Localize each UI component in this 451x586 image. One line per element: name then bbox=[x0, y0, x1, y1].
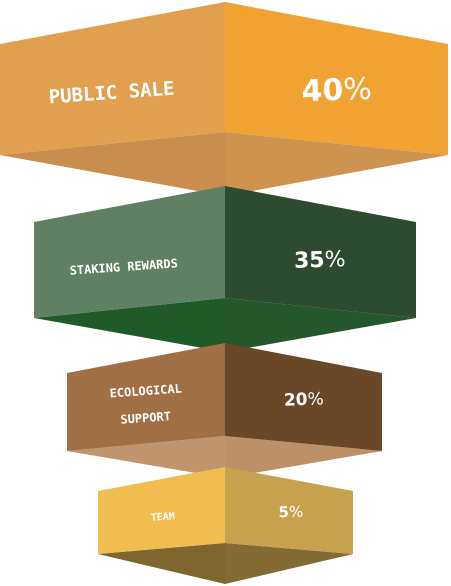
tier-label: TEAM bbox=[150, 511, 175, 524]
tier-underside-right bbox=[225, 132, 448, 196]
tier-label: SUPPORT bbox=[120, 409, 171, 426]
tier-underside-left bbox=[98, 543, 225, 584]
tier-percentage: 40% bbox=[301, 72, 372, 109]
tier-underside-right bbox=[225, 436, 382, 478]
tier-percentage-value: 20 bbox=[284, 390, 309, 411]
tier-label: ECOLOGICAL bbox=[109, 382, 182, 401]
tier-face-left bbox=[0, 2, 225, 155]
tier-percentage-value: 5 bbox=[278, 503, 289, 521]
tier-4: TEAM 5% bbox=[98, 467, 353, 584]
tier-face-left bbox=[98, 467, 225, 554]
tier-underside-left bbox=[67, 436, 225, 478]
tier-3: ECOLOGICAL SUPPORT 20% bbox=[67, 343, 382, 478]
tier-percentage-unit: % bbox=[324, 247, 346, 273]
tier-percentage: 35% bbox=[294, 247, 346, 274]
tier-face-right bbox=[225, 186, 416, 318]
tier-face-right bbox=[225, 2, 448, 155]
tier-2: STAKING REWARDS 35% bbox=[34, 186, 416, 352]
tier-percentage-unit: % bbox=[307, 389, 324, 410]
tier-face-left bbox=[67, 343, 225, 451]
tier-face-left bbox=[34, 186, 225, 318]
tier-percentage: 5% bbox=[278, 503, 303, 522]
tier-percentage-value: 40 bbox=[301, 73, 344, 109]
tier-percentage: 20% bbox=[284, 389, 325, 410]
tier-underside-right bbox=[225, 543, 353, 584]
tier-percentage-unit: % bbox=[343, 72, 373, 108]
tier-percentage-value: 35 bbox=[294, 248, 325, 274]
tier-underside-right bbox=[225, 298, 416, 352]
tier-percentage-unit: % bbox=[289, 503, 304, 521]
tier-underside-left bbox=[34, 298, 225, 352]
tier-face-right bbox=[225, 467, 353, 554]
tier-underside-left bbox=[0, 132, 225, 196]
tier-face-right bbox=[225, 343, 382, 451]
tier-1: PUBLIC SALE 40% bbox=[0, 2, 448, 196]
